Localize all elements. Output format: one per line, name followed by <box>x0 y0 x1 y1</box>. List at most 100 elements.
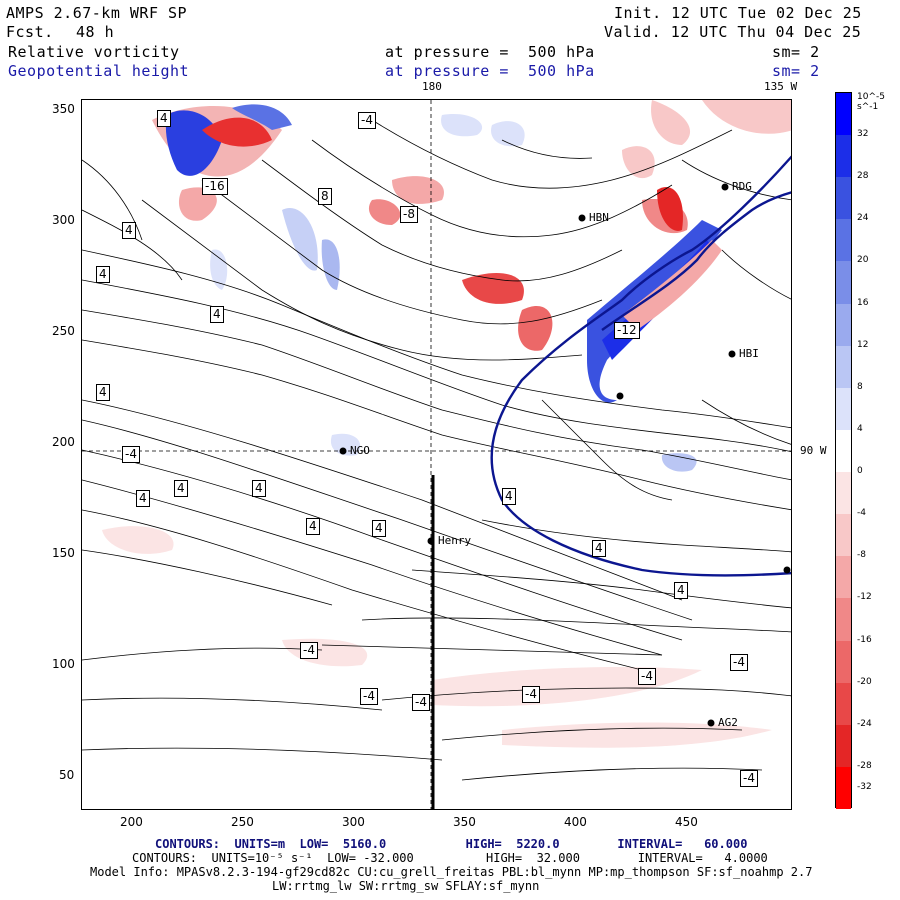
y-tick: 300 <box>52 213 75 227</box>
x-tick: 300 <box>342 815 365 829</box>
field-vorticity: Relative vorticity <box>8 43 180 61</box>
vorticity-map <box>82 100 791 809</box>
footer-vorticity-contours: CONTOURS: UNITS=10⁻⁵ s⁻¹ LOW= -32.000 HI… <box>132 851 768 865</box>
colorbar-band <box>836 472 851 515</box>
colorbar-label: -8 <box>857 550 866 561</box>
map-plot: RDG HBN HBI NGO Henry AG2 .cl { position… <box>81 99 792 810</box>
station-henry: Henry <box>438 534 472 547</box>
colorbar-band <box>836 219 851 262</box>
contour-label: 4 <box>674 582 688 600</box>
colorbar-label: -24 <box>857 718 872 729</box>
contour-label: -4 <box>522 686 540 704</box>
colorbar-band <box>836 766 851 810</box>
contour-label: -12 <box>614 322 640 340</box>
contour-label: -16 <box>202 178 228 196</box>
contour-label: -4 <box>122 446 140 464</box>
y-tick: 50 <box>59 768 75 782</box>
forecast-hour: 48 h <box>76 23 115 41</box>
init-time: Init. 12 UTC Tue 02 Dec 25 <box>614 4 862 22</box>
contour-label: 4 <box>372 520 386 538</box>
contour-label: 4 <box>174 480 188 498</box>
contour-label: -8 <box>400 206 418 224</box>
colorbar-band <box>836 682 851 726</box>
contour-label: 8 <box>318 188 332 206</box>
contour-label: 4 <box>502 488 516 506</box>
contour-label: -4 <box>358 112 376 130</box>
contour-label: 4 <box>96 384 110 402</box>
colorbar-label: 0 <box>857 466 863 477</box>
contour-label: -4 <box>740 770 758 788</box>
colorbar-band <box>836 556 851 599</box>
smoothing-1: sm= 2 <box>772 43 820 61</box>
colorbar-band <box>836 640 851 684</box>
contour-label: 4 <box>136 490 150 508</box>
colorbar-band <box>836 514 851 557</box>
y-tick: 100 <box>52 657 75 671</box>
station-ag2: AG2 <box>718 716 738 729</box>
colorbar-label: -16 <box>857 634 872 645</box>
pressure-level-1: at pressure = 500 hPa <box>385 43 595 61</box>
x-tick: 400 <box>564 815 587 829</box>
colorbar-label: 32 <box>857 129 869 140</box>
contour-label: -4 <box>300 642 318 660</box>
x-tick: 450 <box>675 815 698 829</box>
station-ngo: NGO <box>350 444 370 457</box>
x-tick: 250 <box>231 815 254 829</box>
contour-label: 4 <box>96 266 110 284</box>
vorticity-shading <box>102 100 791 748</box>
y-tick: 350 <box>52 102 75 116</box>
station-hbi: HBI <box>739 347 759 360</box>
smoothing-2: sm= 2 <box>772 62 820 80</box>
colorbar-band <box>836 303 851 347</box>
model-title: AMPS 2.67-km WRF SP <box>6 4 188 22</box>
contour-label: -4 <box>412 694 430 712</box>
colorbar-label: -12 <box>857 592 872 603</box>
footer-model-info: Model Info: MPASv8.2.3-194-gf29cd82c CU:… <box>90 865 813 879</box>
colorbar-unit: 10^-5 s^-1 <box>857 92 885 112</box>
valid-time: Valid. 12 UTC Thu 04 Dec 25 <box>604 23 862 41</box>
lon-label-90w: 90 W <box>800 444 827 457</box>
field-geopotential: Geopotential height <box>8 62 190 80</box>
vorticity-contours <box>82 119 791 781</box>
lon-label-180: 180 <box>422 80 442 93</box>
colorbar-label: -4 <box>857 508 866 519</box>
colorbar-label: 4 <box>857 423 863 434</box>
colorbar-band <box>836 724 851 768</box>
x-tick: 200 <box>120 815 143 829</box>
colorbar-label: -20 <box>857 676 872 687</box>
colorbar-label: -32 <box>857 781 872 792</box>
station-hbn: HBN <box>589 211 609 224</box>
contour-label: 4 <box>122 222 136 240</box>
contour-label: 4 <box>157 110 171 128</box>
contour-label: 4 <box>210 306 224 324</box>
contour-label: 4 <box>306 518 320 536</box>
colorbar-label: 20 <box>857 255 869 266</box>
contour-label: 4 <box>252 480 266 498</box>
x-tick: 350 <box>453 815 476 829</box>
colorbar-band <box>836 345 851 389</box>
station-rdg: RDG <box>732 180 752 193</box>
colorbar <box>835 92 852 810</box>
colorbar-band <box>836 93 851 136</box>
footer-physics-info: LW:rrtmg_lw SW:rrtmg_sw SFLAY:sf_mynn <box>272 879 540 893</box>
y-tick: 250 <box>52 324 75 338</box>
y-tick: 150 <box>52 546 75 560</box>
colorbar-band <box>836 387 851 431</box>
contour-label: -4 <box>730 654 748 672</box>
y-tick: 200 <box>52 435 75 449</box>
colorbar-band <box>836 135 851 178</box>
contour-label: 4 <box>592 540 606 558</box>
footer-height-contours: CONTOURS: UNITS=m LOW= 5160.0 HIGH= 5220… <box>155 837 748 851</box>
colorbar-label: -28 <box>857 760 872 771</box>
colorbar-band <box>836 598 851 642</box>
colorbar-label: 16 <box>857 297 869 308</box>
forecast-label: Fcst. <box>6 23 54 41</box>
contour-label: -4 <box>638 668 656 686</box>
colorbar-band <box>836 177 851 220</box>
station-markers <box>339 183 791 727</box>
lon-label-135w: 135 W <box>764 80 798 93</box>
colorbar-label: 28 <box>857 171 869 182</box>
colorbar-band <box>836 429 851 473</box>
colorbar-label: 12 <box>857 339 869 350</box>
contour-label: -4 <box>360 688 378 706</box>
